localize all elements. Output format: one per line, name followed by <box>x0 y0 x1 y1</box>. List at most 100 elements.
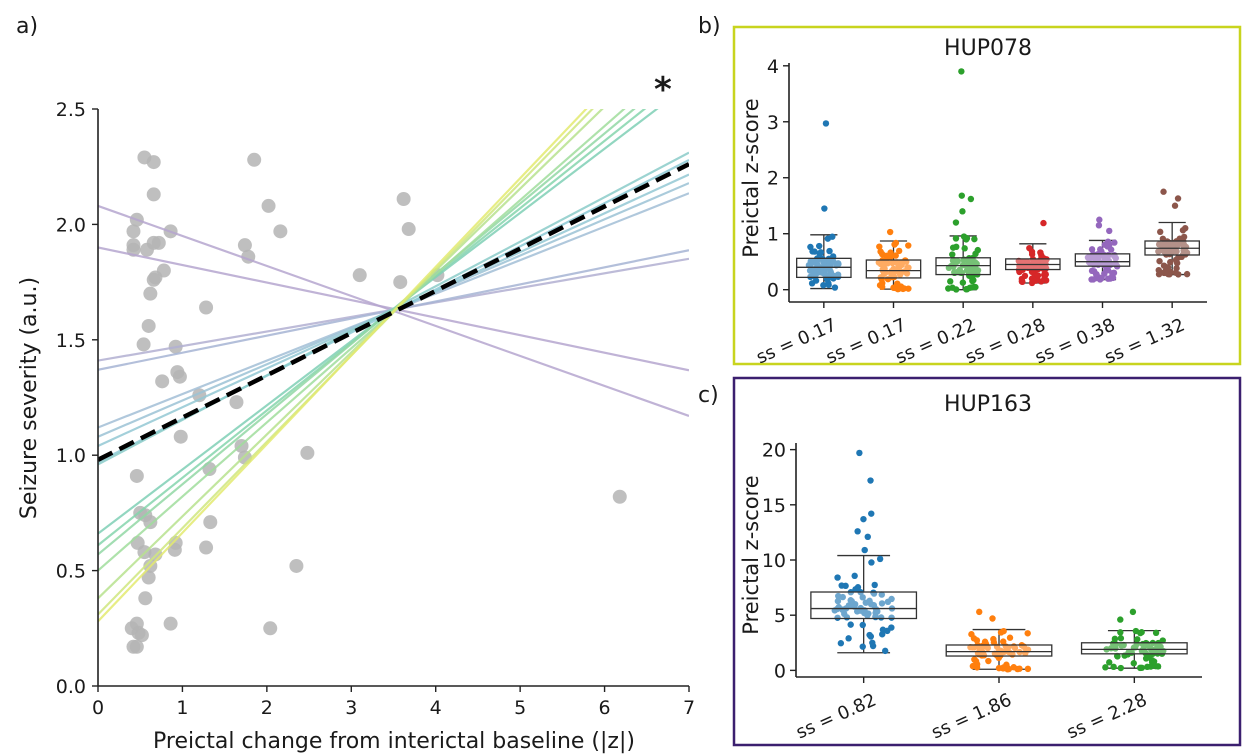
data-point <box>829 233 836 240</box>
data-point <box>1000 627 1007 635</box>
y-tick-label: 4 <box>767 56 779 78</box>
scatter-point <box>172 369 187 384</box>
x-tick-label: 7 <box>683 697 695 719</box>
data-point <box>972 658 980 665</box>
scatter-point <box>136 337 151 352</box>
data-point <box>1167 258 1174 266</box>
data-point <box>879 631 886 638</box>
outlier-point <box>1160 188 1167 195</box>
scatter-point <box>167 542 182 557</box>
data-point <box>848 597 855 605</box>
data-point <box>1117 629 1124 636</box>
data-point <box>1024 630 1031 637</box>
data-point <box>862 599 870 606</box>
data-point <box>831 284 839 291</box>
scatter-point <box>289 558 304 573</box>
box <box>865 259 922 279</box>
outlier-point <box>1096 216 1103 223</box>
y-tick-label: 1.5 <box>56 330 86 352</box>
data-point <box>963 235 971 242</box>
data-point <box>807 243 814 251</box>
data-point <box>1183 270 1191 278</box>
y-tick-label: 2.5 <box>56 99 86 121</box>
x-tick-label: 3 <box>345 697 357 719</box>
data-point <box>895 247 903 255</box>
data-point <box>1112 254 1120 262</box>
panel-title-hup078: HUP078 <box>944 36 1032 61</box>
data-point <box>859 643 866 650</box>
data-point <box>1107 246 1115 253</box>
scatter-point <box>151 235 166 250</box>
data-point <box>875 259 883 266</box>
y-tick-label: 0 <box>767 280 779 302</box>
data-point <box>973 664 981 671</box>
outlier-point <box>854 528 861 535</box>
data-point <box>851 572 858 580</box>
scatter-point <box>612 489 627 504</box>
data-point <box>870 589 877 596</box>
data-point <box>1153 645 1160 652</box>
scatter-point <box>393 275 408 290</box>
data-point <box>820 258 827 266</box>
scatter-axes: 0 1 2 3 4 5 6 7 0.0 0.5 1.0 1.5 2.0 2.5 <box>56 99 695 719</box>
data-point <box>809 267 817 275</box>
data-point <box>871 581 878 589</box>
data-point <box>1111 635 1119 643</box>
outlier-point <box>867 477 874 484</box>
x-axis-label: Preictal change from interictal baseline… <box>153 729 635 754</box>
data-point <box>1162 267 1169 274</box>
y-tick-label: 2.0 <box>56 214 86 236</box>
x-tick-label: ss = 1.32 <box>1102 315 1189 369</box>
data-point <box>884 598 892 606</box>
data-point <box>877 248 884 255</box>
data-point <box>1154 663 1162 670</box>
x-tick-label: ss = 2.28 <box>1064 690 1151 744</box>
scatter-point <box>146 155 161 170</box>
y-tick-label: 15 <box>762 495 786 517</box>
data-point <box>876 555 884 563</box>
data-point <box>825 281 832 289</box>
scatter-point <box>203 515 218 530</box>
data-point <box>1156 257 1163 265</box>
x-tick-label: ss = 0.82 <box>793 690 880 744</box>
data-point <box>892 252 899 259</box>
data-point <box>1089 276 1097 283</box>
data-point <box>1176 235 1183 242</box>
scatter-point <box>155 374 170 389</box>
y-axis-label-hup163: Preictal z-score <box>739 475 763 634</box>
data-point <box>905 264 912 271</box>
data-point <box>1042 277 1050 284</box>
data-point <box>882 647 889 655</box>
data-point <box>1144 663 1151 671</box>
scatter-point <box>352 268 367 283</box>
outlier-point <box>861 546 868 554</box>
data-point <box>961 245 968 252</box>
outlier-point <box>1117 616 1124 623</box>
data-point <box>1109 270 1116 277</box>
data-point <box>963 285 971 293</box>
scatter-point <box>273 224 288 239</box>
data-point <box>968 631 975 638</box>
data-point <box>970 276 977 284</box>
scatter-point <box>173 429 188 444</box>
data-point <box>947 278 954 285</box>
data-point <box>900 268 908 275</box>
mean-fit-line <box>98 162 689 462</box>
data-point <box>1088 246 1096 253</box>
outlier-point <box>1040 219 1047 227</box>
scatter-point <box>300 445 315 460</box>
data-point <box>1117 635 1125 642</box>
data-point <box>985 657 992 665</box>
data-point <box>905 285 912 292</box>
outlier-point <box>868 510 875 517</box>
outlier-point <box>822 120 830 127</box>
data-point <box>1130 660 1137 667</box>
scatter-point <box>401 222 416 237</box>
outlier-point <box>1171 202 1179 209</box>
data-point <box>1037 249 1044 256</box>
outlier-point <box>864 533 871 541</box>
outlier-point <box>958 192 965 199</box>
